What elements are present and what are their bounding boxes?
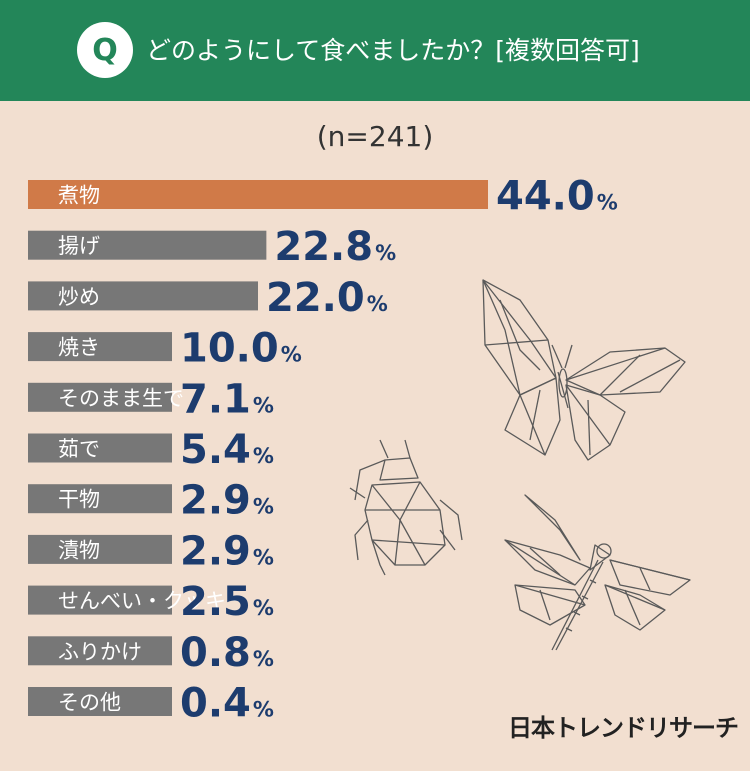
q-badge: Q <box>77 22 133 78</box>
value-number: 0.8 <box>180 630 251 676</box>
value-label: 5.4% <box>180 427 274 473</box>
bar <box>28 636 172 666</box>
brand-logo-text: 日本トレンドリサーチ <box>508 714 739 742</box>
value-unit: % <box>281 343 302 367</box>
bar-row: その他 0.4% <box>28 681 274 727</box>
value-label: 7.1% <box>180 376 274 422</box>
value-number: 10.0 <box>180 326 279 372</box>
value-unit: % <box>367 292 388 316</box>
bar-row: ふりかけ 0.8% <box>28 630 274 676</box>
bar <box>28 534 172 564</box>
value-number: 44.0 <box>496 174 595 220</box>
value-number: 22.8 <box>274 224 373 270</box>
value-number: 0.4 <box>180 681 251 727</box>
value-unit: % <box>253 444 274 468</box>
value-number: 2.9 <box>180 478 251 524</box>
bar-row: 干物 2.9% <box>28 478 274 524</box>
sample-size-label: (n=241) <box>316 120 434 153</box>
category-label: 漬物 <box>58 538 100 562</box>
value-unit: % <box>253 698 274 722</box>
bar-row: 煮物 44.0% <box>28 174 618 220</box>
value-unit: % <box>253 393 274 417</box>
value-label: 0.4% <box>180 681 274 727</box>
bar-row: 漬物 2.9% <box>28 528 274 574</box>
bar <box>28 180 488 209</box>
category-label: そのまま生で <box>58 386 184 410</box>
value-number: 2.5 <box>180 579 251 625</box>
question-header: Q どのようにして食べましたか？[複数回答可] <box>0 0 750 101</box>
value-label: 0.8% <box>180 630 274 676</box>
bar-row: 茹で 5.4% <box>28 427 274 473</box>
butterfly-icon <box>482 279 686 461</box>
beetle-icon <box>349 439 463 576</box>
value-unit: % <box>597 191 618 215</box>
value-number: 22.0 <box>266 275 365 321</box>
value-unit: % <box>253 647 274 671</box>
category-label: 茹で <box>58 437 100 461</box>
value-number: 2.9 <box>180 528 251 574</box>
bar-row: 炒め 22.0% <box>28 275 388 321</box>
value-label: 2.5% <box>180 579 274 625</box>
bar-row: 焼き 10.0% <box>28 326 302 372</box>
category-label: 干物 <box>58 488 100 512</box>
value-label: 2.9% <box>180 478 274 524</box>
value-unit: % <box>375 241 396 265</box>
value-label: 22.0% <box>266 275 388 321</box>
bar <box>28 585 172 615</box>
value-number: 5.4 <box>180 427 251 473</box>
value-label: 10.0% <box>180 326 302 372</box>
bar <box>28 230 267 260</box>
bar <box>28 281 258 311</box>
bar <box>28 433 172 463</box>
bar-row: 揚げ 22.8% <box>28 224 396 270</box>
value-label: 44.0% <box>496 174 618 220</box>
value-number: 7.1 <box>180 376 251 422</box>
category-label: その他 <box>58 691 121 715</box>
category-label: 炒め <box>58 285 100 309</box>
category-label: せんべい・クッキー <box>58 589 247 613</box>
value-unit: % <box>253 495 274 519</box>
category-label: 揚げ <box>58 234 100 258</box>
bar <box>28 484 172 514</box>
category-label: 焼き <box>58 336 100 360</box>
dragonfly-icon <box>504 494 691 651</box>
question-title: どのようにして食べましたか？[複数回答可] <box>146 36 640 65</box>
value-unit: % <box>253 596 274 620</box>
value-unit: % <box>253 545 274 569</box>
bar <box>28 687 172 716</box>
category-label: ふりかけ <box>58 640 142 664</box>
bar <box>28 332 172 362</box>
value-label: 22.8% <box>274 224 396 270</box>
bar <box>28 382 172 412</box>
category-label: 煮物 <box>58 184 100 208</box>
value-label: 2.9% <box>180 528 274 574</box>
